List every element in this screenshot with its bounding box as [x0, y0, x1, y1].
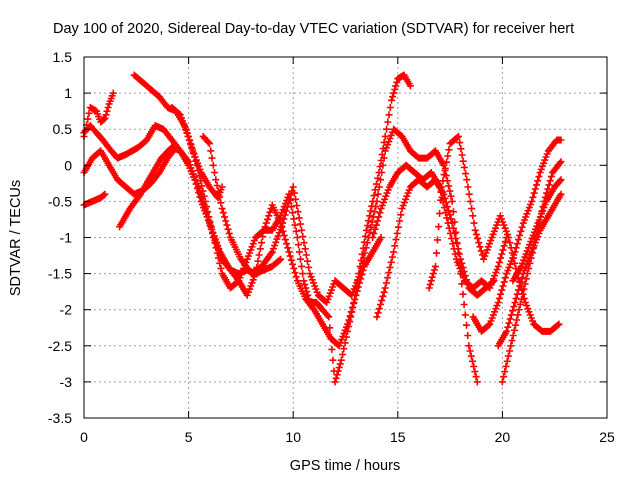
y-tick-label: -2 — [60, 302, 73, 318]
series-track-7 — [168, 71, 414, 386]
series-track-11 — [425, 132, 563, 335]
x-tick-label: 5 — [185, 429, 193, 445]
data-point-markers — [199, 125, 481, 386]
y-tick-label: -0.5 — [48, 193, 72, 209]
data-point-markers — [168, 71, 414, 386]
x-tick-label: 10 — [285, 429, 301, 445]
x-axis-label: GPS time / hours — [290, 458, 400, 474]
series-track-8 — [199, 125, 481, 386]
series-track-10 — [373, 176, 498, 321]
x-tick-label: 20 — [495, 429, 511, 445]
x-tick-label: 25 — [599, 429, 615, 445]
y-tick-label: -3.5 — [48, 410, 72, 426]
data-marks — [80, 71, 565, 386]
series-track-15 — [509, 176, 565, 285]
x-tick-label: 0 — [80, 429, 88, 445]
axis-ticks: 0 5 10 15 20 25 1.5 1 0.5 0 -0.5 -1 -1.5 -2 -2.5 -3 -3.5 — [48, 49, 615, 445]
x-tick-label: 15 — [390, 429, 406, 445]
data-point-markers — [425, 132, 563, 335]
y-tick-label: 0 — [64, 157, 72, 173]
data-point-markers — [373, 176, 498, 321]
y-tick-label: 0.5 — [53, 121, 73, 137]
y-axis-label: SDTVAR / TECUs — [8, 180, 24, 296]
y-tick-label: -2.5 — [48, 338, 72, 354]
y-tick-label: -1.5 — [48, 266, 72, 282]
chart-title: Day 100 of 2020, Sidereal Day-to-day VTE… — [53, 21, 574, 37]
y-tick-label: 1 — [64, 85, 72, 101]
y-tick-label: 1.5 — [53, 49, 73, 65]
data-point-markers — [509, 176, 565, 285]
y-tick-label: -1 — [60, 230, 73, 246]
data-point-markers — [469, 136, 565, 335]
series-track-12 — [469, 136, 565, 335]
y-tick-label: -3 — [60, 374, 73, 390]
